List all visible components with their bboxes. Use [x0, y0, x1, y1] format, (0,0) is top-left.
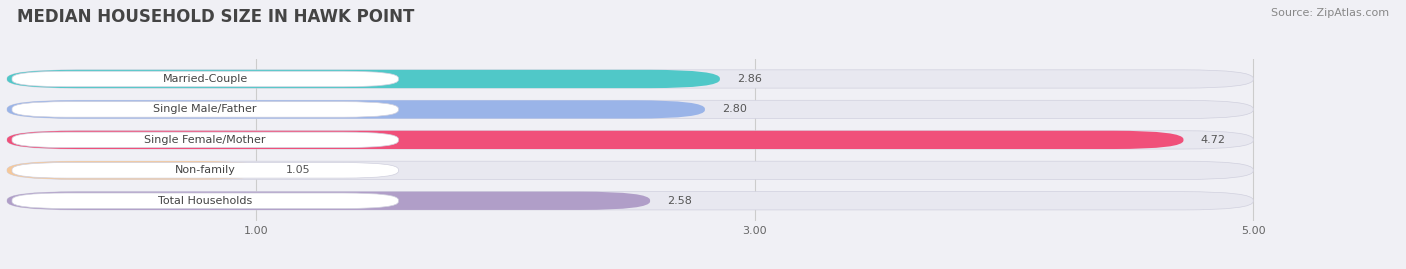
FancyBboxPatch shape [13, 71, 398, 87]
Text: Non-family: Non-family [174, 165, 236, 175]
FancyBboxPatch shape [13, 162, 398, 178]
FancyBboxPatch shape [13, 102, 398, 117]
FancyBboxPatch shape [7, 70, 1253, 88]
Text: 2.58: 2.58 [668, 196, 692, 206]
FancyBboxPatch shape [13, 132, 398, 148]
Text: 4.72: 4.72 [1201, 135, 1226, 145]
FancyBboxPatch shape [7, 161, 269, 179]
Text: Single Female/Mother: Single Female/Mother [145, 135, 266, 145]
FancyBboxPatch shape [7, 192, 650, 210]
FancyBboxPatch shape [7, 100, 704, 119]
FancyBboxPatch shape [7, 161, 1253, 179]
Text: Source: ZipAtlas.com: Source: ZipAtlas.com [1271, 8, 1389, 18]
FancyBboxPatch shape [7, 100, 1253, 119]
Text: Single Male/Father: Single Male/Father [153, 104, 257, 114]
FancyBboxPatch shape [7, 192, 1253, 210]
Text: Total Households: Total Households [157, 196, 252, 206]
FancyBboxPatch shape [7, 131, 1184, 149]
Text: 2.80: 2.80 [723, 104, 747, 114]
FancyBboxPatch shape [7, 131, 1253, 149]
Text: MEDIAN HOUSEHOLD SIZE IN HAWK POINT: MEDIAN HOUSEHOLD SIZE IN HAWK POINT [17, 8, 415, 26]
Text: 2.86: 2.86 [737, 74, 762, 84]
FancyBboxPatch shape [7, 70, 720, 88]
Text: Married-Couple: Married-Couple [163, 74, 247, 84]
Text: 1.05: 1.05 [287, 165, 311, 175]
FancyBboxPatch shape [13, 193, 398, 208]
